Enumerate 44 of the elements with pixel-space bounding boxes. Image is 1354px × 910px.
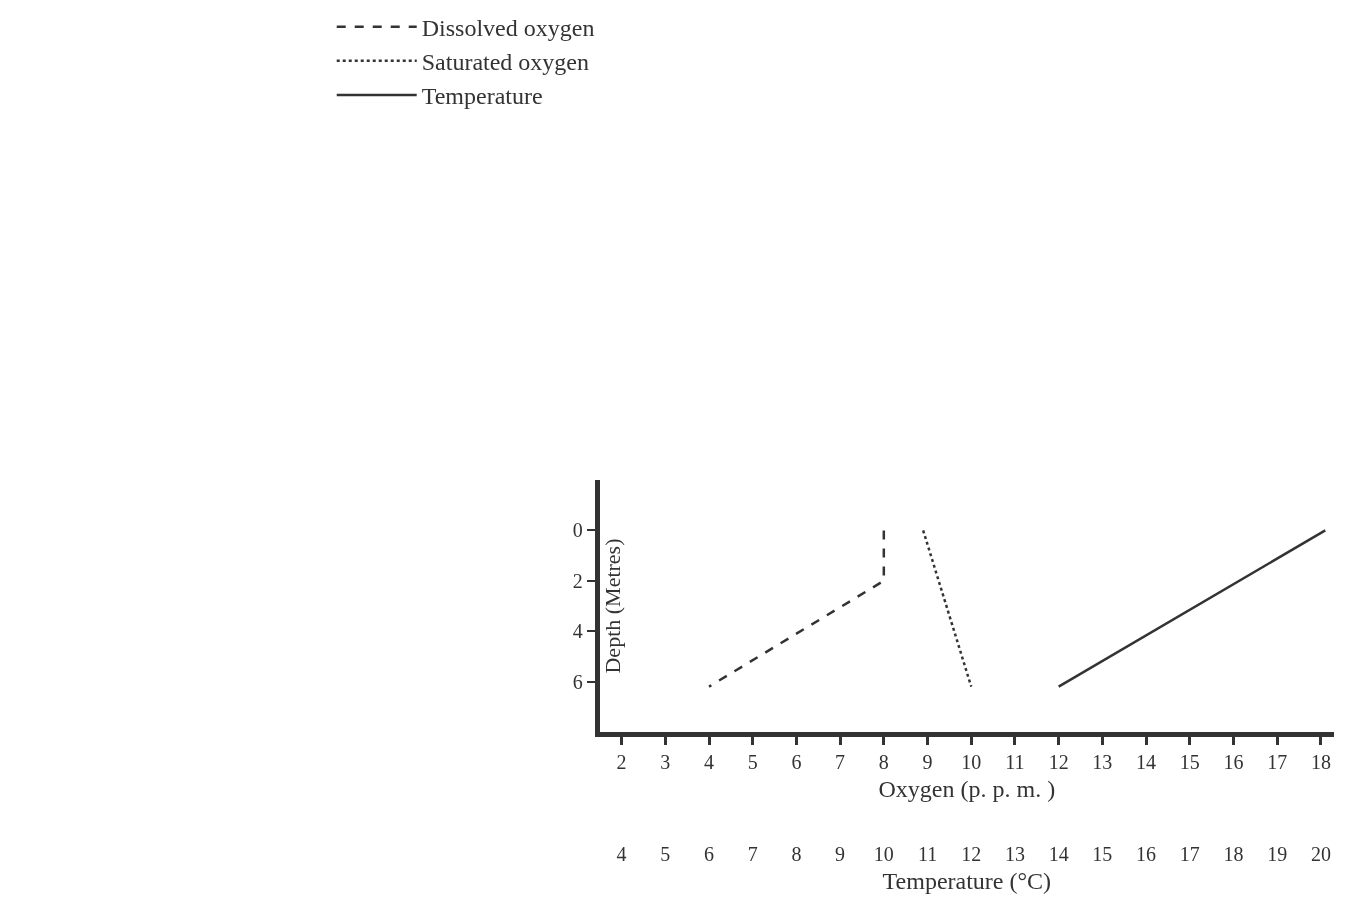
legend-label: Temperature (421, 83, 543, 110)
x2-tick-label: 16 (1136, 843, 1157, 865)
x2-tick-label: 8 (791, 843, 802, 865)
x-tick-label: 7 (835, 751, 846, 773)
x-tick-label: 4 (704, 751, 714, 773)
x-tick-label: 3 (660, 751, 671, 773)
x2-tick-label: 4 (616, 843, 627, 865)
x-tick-label: 5 (747, 751, 758, 773)
x-tick-label: 8 (878, 751, 889, 773)
x2-tick-label: 19 (1267, 843, 1288, 865)
y-tick-label: 0 (572, 519, 583, 542)
x2-tick-label: 6 (704, 843, 714, 865)
x2-tick-label: 9 (835, 843, 846, 865)
x-tick-label: 18 (1310, 751, 1331, 773)
x2-tick-label: 20 (1310, 843, 1331, 865)
y-tick-label: 4 (572, 620, 583, 643)
x2-tick-label: 10 (873, 843, 894, 865)
x-tick-label: 12 (1048, 751, 1069, 773)
x2-tick-label: 15 (1092, 843, 1113, 865)
x2-tick-label: 11 (917, 843, 938, 865)
x2-tick-label: 5 (660, 843, 671, 865)
y-tick-label: 2 (572, 569, 583, 592)
x2-axis-title: Temperature (°C) (882, 868, 1052, 895)
y-axis-title: Depth (Metres) (599, 538, 625, 674)
x-tick-label: 15 (1179, 751, 1200, 773)
x-tick-label: 10 (961, 751, 982, 773)
x-tick-label: 2 (616, 751, 627, 773)
x-tick-label: 11 (1005, 751, 1025, 773)
legend-label: Saturated oxygen (421, 49, 590, 76)
x2-tick-label: 14 (1048, 843, 1069, 865)
x-tick-label: 16 (1223, 751, 1244, 773)
x2-tick-label: 13 (1004, 843, 1025, 865)
legend-label: Dissolved oxygen (421, 15, 595, 42)
x-tick-label: 6 (791, 751, 802, 773)
x-tick-label: 9 (922, 751, 933, 773)
x2-tick-label: 12 (961, 843, 982, 865)
x2-tick-label: 7 (747, 843, 758, 865)
x-axis-title: Oxygen (p. p. m. ) (878, 776, 1056, 803)
x-tick-label: 17 (1267, 751, 1288, 773)
x2-tick-label: 18 (1223, 843, 1244, 865)
x2-tick-label: 17 (1179, 843, 1200, 865)
y-tick-label: 6 (572, 670, 583, 693)
x-tick-label: 13 (1092, 751, 1113, 773)
x-tick-label: 14 (1136, 751, 1157, 773)
